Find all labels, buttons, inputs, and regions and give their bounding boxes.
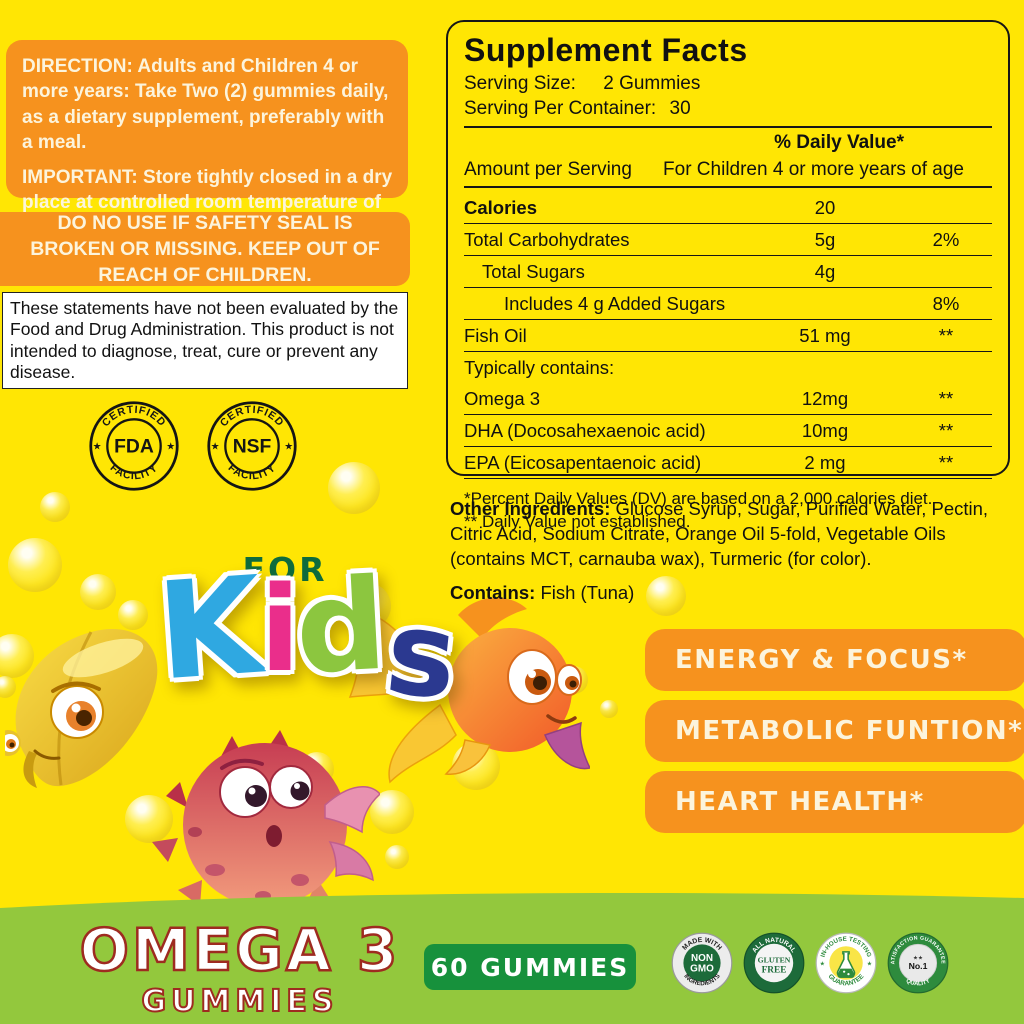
- bubble: [0, 676, 16, 698]
- serving-size-value: 2 Gummies: [603, 73, 701, 94]
- benefit-ribbon-heart-health: HEART HEALTH*: [645, 771, 1024, 833]
- supplement-facts-panel: Supplement Facts Serving Size: 2 Gummies…: [446, 20, 1010, 531]
- stamp-arc-top: CERTIFIED: [100, 404, 168, 429]
- other-ingredients-section: Other Ingredients: Glucose Syrup, Sugar,…: [450, 496, 1012, 606]
- other-ingredients-text: Glucose Syrup, Sugar, Purified Water, Pe…: [450, 498, 989, 570]
- star-icon: ★: [820, 960, 826, 967]
- svg-text:QUALITY: QUALITY: [905, 978, 931, 987]
- fda-certified-stamp: CERTIFIED FACILITY ★ ★ FDA: [89, 401, 179, 491]
- bubble: [80, 574, 116, 610]
- flask-icon: [836, 951, 856, 978]
- bubble: [40, 492, 70, 522]
- other-ingredients-label: Other Ingredients:: [450, 498, 611, 519]
- bubble: [600, 700, 618, 718]
- star-icon: ★: [867, 960, 873, 967]
- table-row: Includes 4 g Added Sugars 8%: [464, 288, 992, 320]
- svg-text:FACILITY: FACILITY: [226, 462, 279, 482]
- benefit-ribbon-energy-focus: ENERGY & FOCUS*: [645, 629, 1024, 691]
- table-row: EPA (Eicosapentaenoic acid) 2 mg **: [464, 447, 992, 479]
- stamp-arc-bottom: FACILITY: [108, 462, 160, 482]
- goldfish-illustration: [343, 597, 590, 784]
- safety-warning-box: DO NO USE IF SAFETY SEAL IS BROKEN OR MI…: [0, 212, 410, 286]
- directions-text: DIRECTION: Adults and Children 4 or more…: [22, 56, 389, 153]
- dv-footnote: *Percent Daily Values (DV) are based on …: [464, 489, 933, 508]
- star-icon: ★: [166, 442, 175, 453]
- age-group-header: For Children 4 or more years of age: [663, 159, 964, 180]
- gluten-free-seal: ALL NATURAL GLUTEN FREE: [743, 932, 805, 994]
- seal-stars: ★★: [913, 954, 923, 961]
- contains-line: Contains: Fish (Tuna): [450, 580, 1012, 605]
- gummies-count-badge: 60 GUMMIES: [424, 944, 636, 990]
- bubble: [328, 462, 380, 514]
- product-name: OMEGA 3: [78, 915, 401, 986]
- servings-per-container-label: Serving Per Container:: [464, 98, 657, 119]
- servings-per-container-value: 30: [669, 98, 691, 119]
- svg-text:CERTIFIED: CERTIFIED: [100, 404, 168, 429]
- table-row: DHA (Docosahexaenoic acid) 10mg **: [464, 415, 992, 447]
- svg-text:CERTIFIED: CERTIFIED: [218, 404, 286, 429]
- table-row: Total Sugars 4g: [464, 256, 992, 288]
- stamp-center-text: NSF: [233, 436, 272, 457]
- seal-arc-bottom: QUALITY: [905, 978, 931, 987]
- bubble: [125, 795, 173, 843]
- kids-title: K i d s: [153, 548, 463, 727]
- other-ingredients-line: Other Ingredients: Glucose Syrup, Sugar,…: [450, 496, 1012, 571]
- gummies-count-text: 60 GUMMIES: [430, 952, 630, 982]
- star-icon: ★: [93, 442, 102, 453]
- benefit-text: HEART HEALTH*: [675, 787, 925, 817]
- fda-disclaimer-box: These statements have not been evaluated…: [2, 292, 408, 390]
- serving-size-line: Serving Size: 2 Gummies: [464, 73, 992, 95]
- table-row: Typically contains:: [464, 356, 615, 378]
- table-row: Total Carbohydrates 5g 2%: [464, 224, 992, 256]
- contains-text: Fish (Tuna): [535, 582, 635, 604]
- amount-per-serving-header: Amount per Serving: [464, 159, 632, 180]
- seal-center-line1: GLUTEN: [758, 955, 791, 964]
- stamp-arc-bottom: FACILITY: [226, 462, 278, 482]
- bubble: [646, 576, 686, 616]
- table-row: Fish Oil 51 mg **: [464, 320, 992, 352]
- seal-center-line2: FREE: [762, 965, 787, 975]
- serving-size-label: Serving Size:: [464, 73, 576, 94]
- column-headers: Amount per Serving For Children 4 or mor…: [464, 156, 992, 186]
- bubble: [8, 538, 62, 592]
- directions-box: DIRECTION: Adults and Children 4 or more…: [6, 40, 408, 239]
- non-gmo-seal: MADE WITH INGREDIENTS NON GMO: [671, 932, 733, 994]
- kids-letter-k: K: [152, 547, 268, 711]
- stamp-arc-top: CERTIFIED: [218, 404, 286, 429]
- kids-letter-s: s: [379, 584, 463, 727]
- contains-label: Contains:: [450, 582, 536, 604]
- daily-value-header: % Daily Value*: [774, 132, 904, 153]
- seal-center-line2: No.1: [909, 961, 928, 971]
- in-house-testing-seal: IN-HOUSE TESTING GUARANTEE ★ ★: [815, 932, 877, 994]
- benefit-ribbon-metabolic-function: METABOLIC FUNTION*: [645, 700, 1024, 762]
- servings-per-container-line: Serving Per Container: 30: [464, 98, 992, 120]
- kids-letter-i: i: [259, 560, 301, 698]
- no1-quality-seal: SATISFACTION GUARANTEED QUALITY ★★ No.1: [887, 932, 949, 994]
- kids-letter-d: d: [292, 550, 391, 703]
- nsf-certified-stamp: CERTIFIED FACILITY ★ ★ NSF: [207, 401, 297, 491]
- safety-warning-text: DO NO USE IF SAFETY SEAL IS BROKEN OR MI…: [30, 211, 380, 287]
- yellow-fish-illustration: [5, 629, 158, 788]
- for-title: FOR: [242, 550, 328, 589]
- star-icon: ★: [284, 442, 293, 453]
- table-row: Calories 20: [464, 192, 992, 224]
- dv-not-established-footnote: ** Daily Value not established.: [464, 511, 691, 531]
- svg-text:FACILITY: FACILITY: [108, 462, 161, 482]
- supplement-facts-title: Supplement Facts: [464, 32, 748, 68]
- stamp-center-text: FDA: [114, 436, 154, 457]
- benefit-text: ENERGY & FOCUS*: [675, 645, 968, 675]
- bubble: [118, 600, 148, 630]
- benefit-text: METABOLIC FUNTION*: [675, 716, 1024, 746]
- star-icon: ★: [211, 442, 220, 453]
- seal-center-line1: NON: [691, 953, 713, 964]
- fda-disclaimer-text: These statements have not been evaluated…: [10, 298, 399, 383]
- bubble: [0, 634, 34, 678]
- seal-center-line2: GMO: [690, 964, 714, 975]
- table-row: Omega 3 12mg **: [464, 383, 992, 415]
- bubble: [385, 845, 409, 869]
- product-type: GUMMIES: [141, 983, 339, 1020]
